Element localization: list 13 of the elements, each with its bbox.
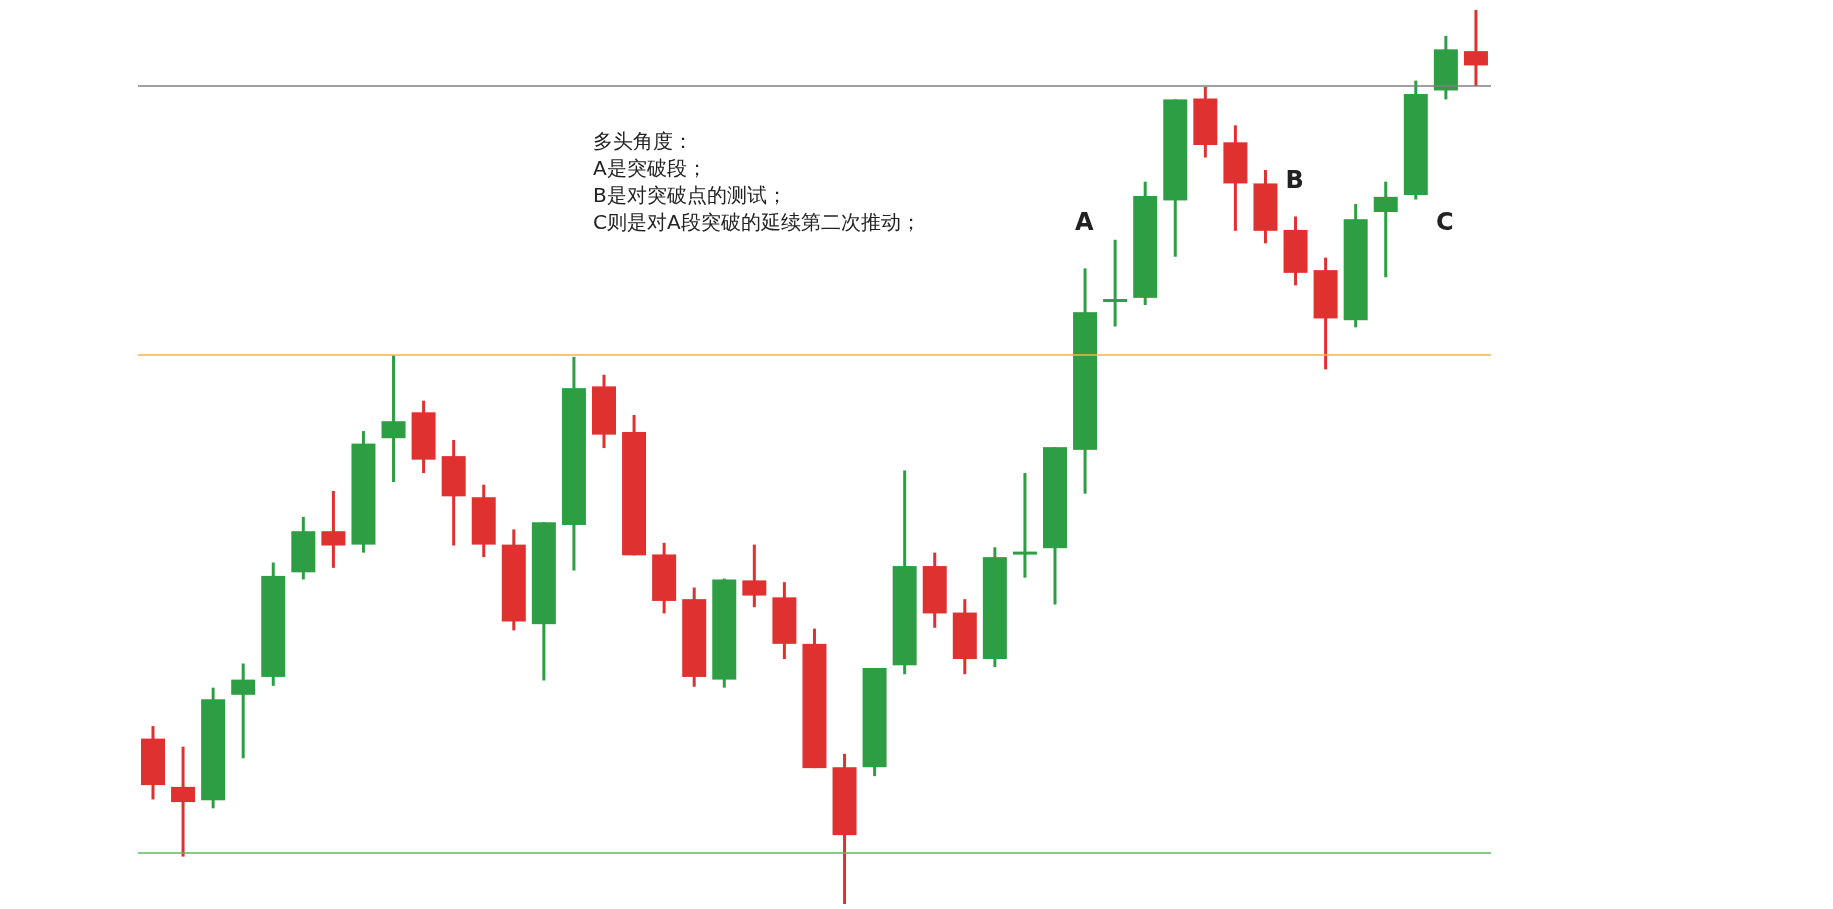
candlestick: [381, 355, 406, 484]
annotation: C: [1435, 208, 1454, 236]
candlestick: [171, 746, 196, 857]
candlestick: [321, 490, 346, 568]
candlestick: [1463, 10, 1488, 86]
candlestick: [742, 544, 767, 609]
candlestick: [231, 663, 256, 759]
candlestick: [1012, 473, 1037, 578]
annotation: B: [1285, 166, 1304, 194]
candlestick: [1373, 181, 1398, 278]
candlestick: [1103, 238, 1128, 327]
annotation: A: [1075, 208, 1094, 236]
annotation: 多头角度： A是突破段； B是对突破点的测试； C则是对A段突破的延续第二次推动；: [593, 128, 921, 236]
